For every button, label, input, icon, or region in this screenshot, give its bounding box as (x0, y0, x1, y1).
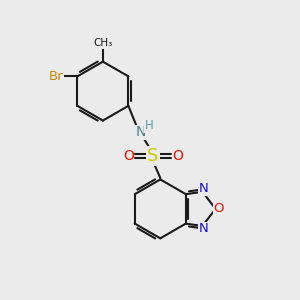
Text: O: O (123, 149, 134, 163)
Text: N: N (136, 125, 146, 139)
Text: H: H (145, 119, 154, 132)
Text: S: S (147, 147, 159, 165)
Text: N: N (199, 222, 208, 236)
Text: N: N (199, 182, 208, 195)
Text: O: O (172, 149, 183, 163)
Text: Br: Br (49, 70, 63, 83)
Text: CH₃: CH₃ (94, 38, 113, 48)
Text: O: O (213, 202, 224, 215)
